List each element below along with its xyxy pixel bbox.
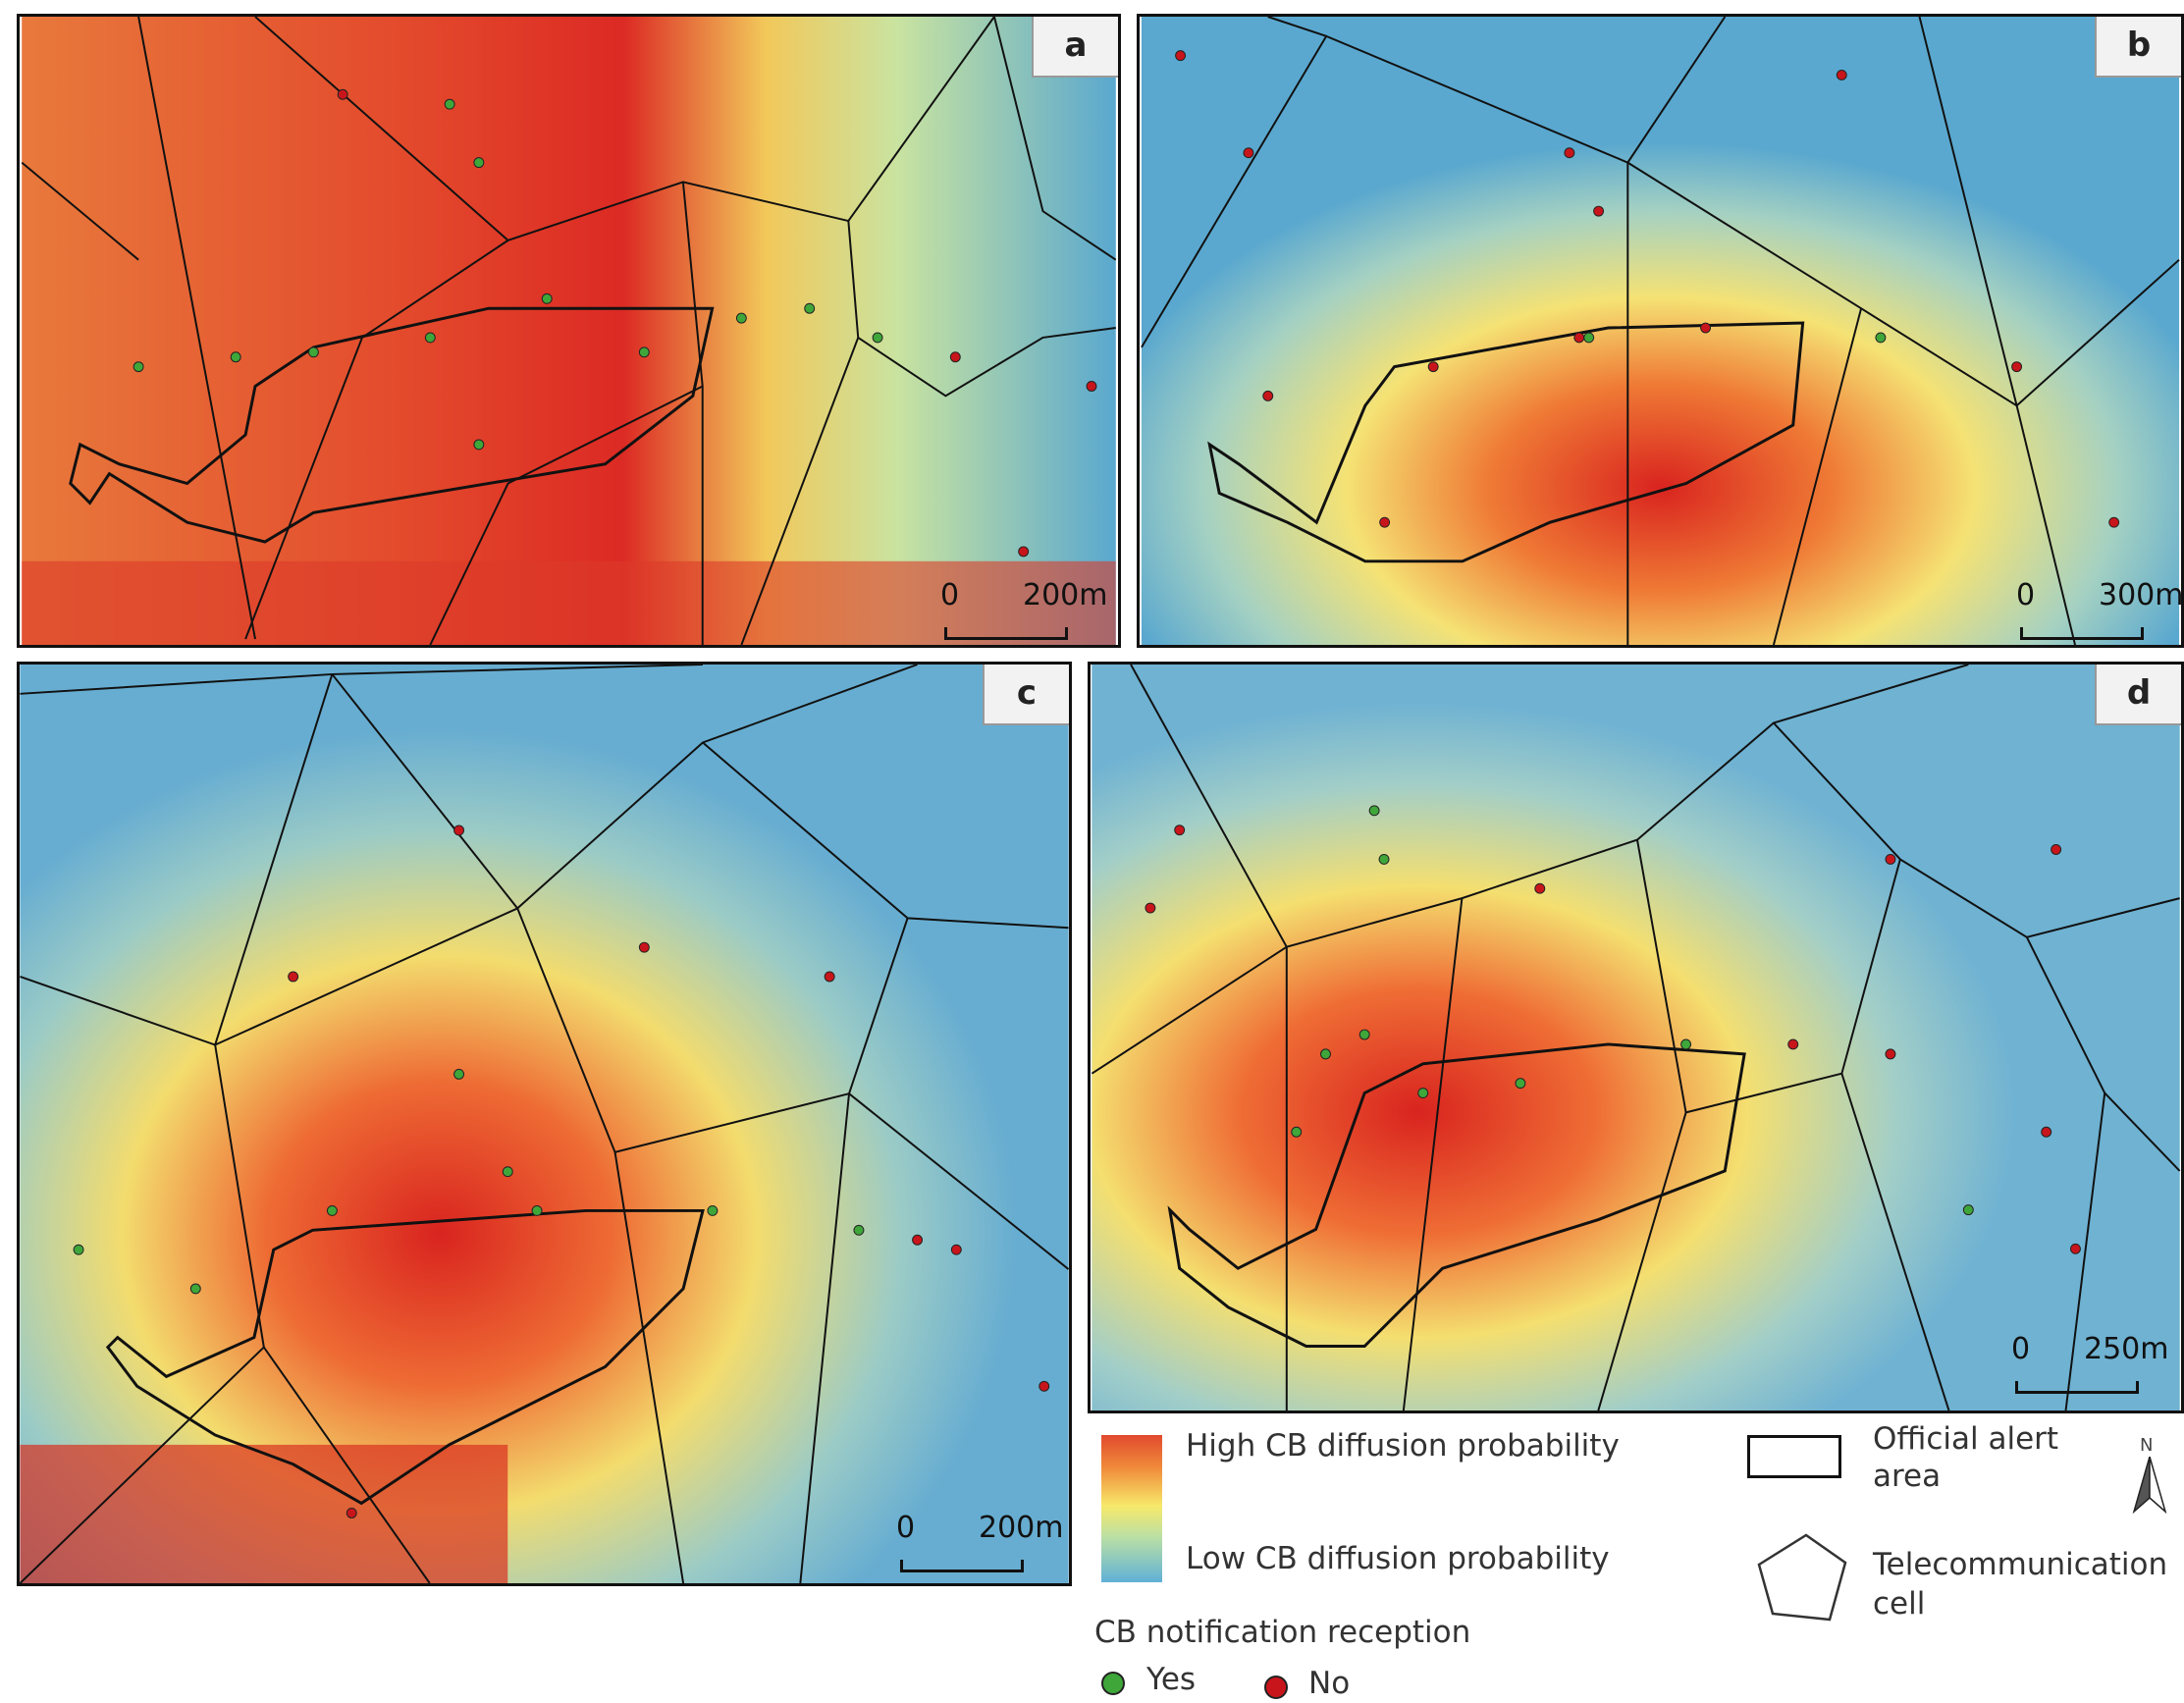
panel-label-c: c — [983, 665, 1069, 725]
legend-cell: Telecommunication cell — [1873, 1545, 2167, 1623]
legend-alert-area-text: Official alert area — [1873, 1421, 2059, 1494]
points-b — [1175, 50, 2120, 528]
scalebar-d: 0 250m — [2003, 1332, 2180, 1394]
scalebar-a: 0 200m — [932, 578, 1107, 640]
scalebar-distance: 200m — [1023, 578, 1108, 612]
legend-reception-title: CB notification reception — [1094, 1615, 1471, 1650]
scalebar-b: 0 300m — [2008, 578, 2184, 640]
telecom-cell-swatch — [1757, 1533, 1847, 1622]
diffusion-probability-ramp — [1101, 1435, 1162, 1582]
scalebar-c: 0 200m — [888, 1511, 1065, 1572]
legend-no-marker — [1264, 1676, 1288, 1699]
legend-alert-area: Official alert area — [1873, 1420, 2079, 1495]
scalebar-zero: 0 — [2011, 1332, 2031, 1366]
legend-yes-marker — [1101, 1672, 1125, 1695]
scalebar-zero: 0 — [2016, 578, 2036, 612]
points-a — [133, 88, 1097, 558]
legend-cell-text: Telecommunication cell — [1873, 1547, 2168, 1622]
legend-low: Low CB diffusion probability — [1186, 1541, 1610, 1576]
map-a-canvas — [21, 17, 1117, 645]
legend-yes: Yes — [1146, 1662, 1197, 1697]
map-b-canvas — [1141, 17, 2180, 645]
panel-label-a: a — [1032, 17, 1118, 78]
map-c-canvas — [20, 665, 1069, 1583]
north-arrow: N — [2128, 1435, 2171, 1514]
map-panel-c: c 0 200m — [17, 662, 1072, 1586]
north-label: N — [2140, 1435, 2154, 1456]
points-c — [73, 825, 1050, 1518]
scalebar-zero: 0 — [940, 578, 960, 612]
north-arrow-icon — [2132, 1457, 2167, 1514]
scalebar-distance: 200m — [979, 1511, 1064, 1545]
scalebar-distance: 250m — [2084, 1332, 2169, 1366]
map-panel-d: d 0 250m — [1088, 662, 2184, 1413]
alert-area-swatch — [1747, 1435, 1841, 1478]
map-panel-a: a 0 200m — [17, 14, 1121, 648]
legend-high: High CB diffusion probability — [1186, 1428, 1620, 1464]
scalebar-distance: 300m — [2099, 578, 2184, 612]
map-panel-b: b 0 300m — [1137, 14, 2184, 648]
map-d-canvas — [1091, 665, 2181, 1410]
scalebar-zero: 0 — [896, 1511, 916, 1545]
legend-no: No — [1308, 1666, 1351, 1701]
panel-label-d: d — [2095, 665, 2181, 725]
panel-label-b: b — [2095, 17, 2181, 78]
points-d — [1145, 805, 2081, 1254]
